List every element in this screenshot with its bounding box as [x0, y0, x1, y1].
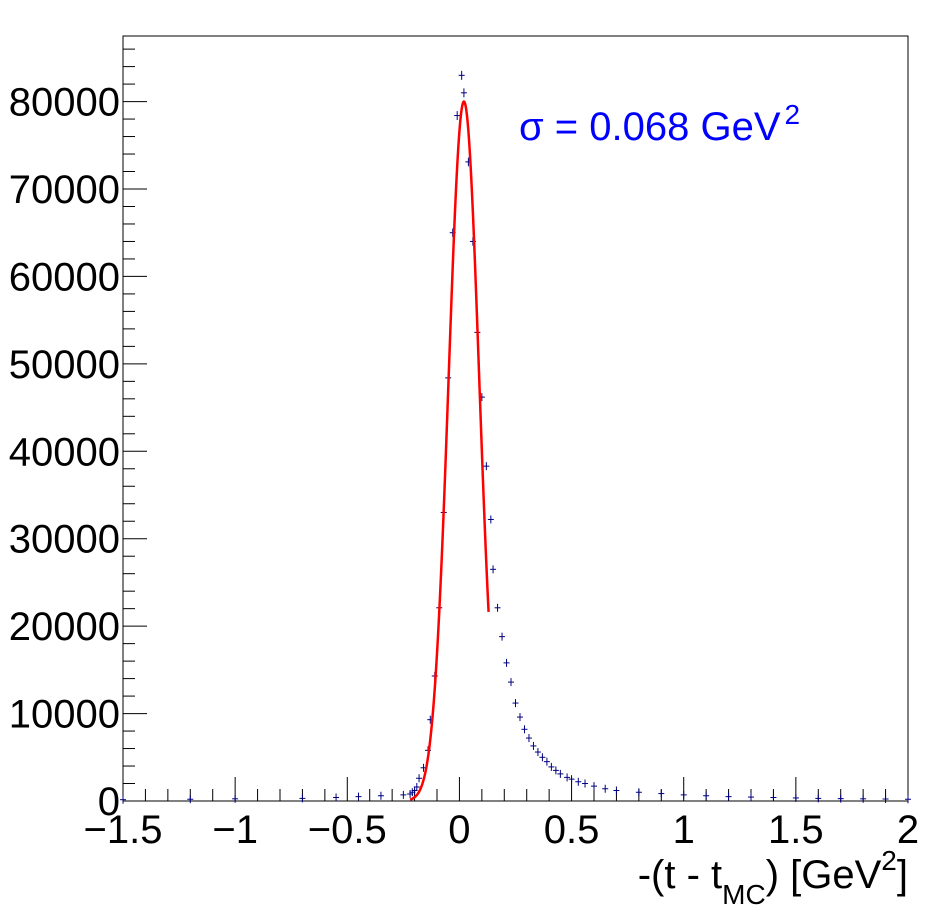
data-point [770, 793, 777, 802]
x-axis-title-part2: ) [GeV [766, 853, 882, 897]
data-point [299, 794, 306, 803]
data-point [905, 795, 911, 804]
data-point [543, 757, 550, 766]
data-point [815, 794, 822, 803]
y-axis-tick-label: 10000 [9, 693, 120, 737]
data-point [568, 775, 575, 784]
data-point [680, 790, 687, 799]
y-axis-tick-label: 0 [98, 780, 120, 824]
sigma-annotation: σ = 0.068 GeV 2 [519, 99, 800, 149]
x-axis-tick-label: 0 [448, 808, 470, 852]
data-point [539, 753, 546, 762]
x-axis-title-subscript: MC [722, 879, 766, 910]
x-axis-title-superscript: 2 [881, 845, 897, 876]
data-point [635, 788, 642, 797]
sigma-annotation-text: σ = 0.068 GeV [519, 105, 781, 149]
y-axis-tick-label: 30000 [9, 518, 120, 562]
plot-border [122, 35, 909, 802]
data-point [377, 791, 384, 800]
data-point [725, 792, 732, 801]
sigma-annotation-superscript: 2 [785, 99, 801, 130]
data-point [837, 794, 844, 803]
data-point [552, 766, 559, 775]
data-point [458, 70, 465, 80]
data-points [120, 70, 911, 804]
x-axis-tick-label: 2 [897, 808, 919, 852]
x-axis-tick-label: 0.5 [544, 808, 600, 852]
data-point [416, 774, 423, 783]
y-axis-tick-label: 80000 [9, 81, 120, 125]
data-point [564, 773, 571, 782]
data-point [490, 565, 497, 574]
data-point [658, 789, 665, 798]
data-point [860, 794, 867, 803]
x-axis-title-part3: ] [897, 853, 908, 897]
data-point [525, 734, 532, 743]
plot-frame [122, 35, 909, 802]
data-point [483, 462, 490, 471]
data-point [530, 741, 537, 750]
data-point [602, 784, 609, 793]
data-point [792, 793, 799, 802]
gaussian-fit-line [409, 99, 490, 801]
data-point [460, 88, 467, 98]
data-point [508, 678, 515, 687]
y-axis: 0 10000 20000 30000 40000 50000 60000 70000 8000… [9, 81, 147, 824]
x-axis: −1.5 −1 −0.5 0 0.5 1 1.5 2 [84, 777, 919, 852]
data-point [557, 769, 564, 778]
data-point [400, 790, 407, 799]
data-point [499, 632, 506, 641]
y-axis-minor-ticks [123, 48, 135, 785]
y-axis-tick-label: 20000 [9, 605, 120, 649]
x-axis-tick-label: −1.5 [84, 808, 163, 852]
data-point [120, 795, 126, 804]
data-point [187, 795, 194, 804]
x-axis-tick-label: −1 [212, 808, 258, 852]
y-axis-tick-label: 60000 [9, 255, 120, 299]
data-point [521, 725, 528, 734]
data-point [516, 713, 523, 722]
data-point [333, 793, 340, 802]
fit-curve [409, 99, 490, 801]
data-point [582, 779, 589, 788]
y-axis-tick-label: 40000 [9, 430, 120, 474]
data-point [703, 791, 710, 800]
y-axis-tick-label: 70000 [9, 168, 120, 212]
data-point [512, 699, 519, 708]
data-point [613, 786, 620, 795]
data-point [413, 783, 420, 792]
data-point [575, 777, 582, 786]
x-axis-minor-ticks [144, 789, 887, 801]
x-axis-title-part1: -(t - t [638, 853, 722, 897]
data-point [503, 658, 510, 667]
data-point [548, 762, 555, 771]
data-point [882, 794, 889, 803]
y-axis-tick-label: 50000 [9, 343, 120, 387]
x-axis-tick-label: −0.5 [308, 808, 387, 852]
data-point [494, 603, 501, 612]
data-point [355, 792, 362, 801]
data-point [454, 111, 461, 121]
data-point [232, 794, 239, 803]
x-axis-title: -(t - tMC) [GeV2] [638, 845, 908, 910]
data-point [534, 748, 541, 757]
x-axis-tick-label: 1 [673, 808, 695, 852]
x-axis-tick-label: 1.5 [768, 808, 824, 852]
data-point [591, 782, 597, 791]
data-point [487, 515, 494, 524]
data-point [748, 793, 754, 802]
